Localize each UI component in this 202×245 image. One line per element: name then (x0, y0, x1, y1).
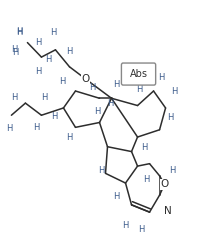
Text: H: H (33, 123, 39, 132)
Text: H: H (113, 80, 119, 89)
Text: H: H (50, 28, 56, 37)
Text: H: H (59, 77, 65, 86)
Text: H: H (11, 45, 18, 54)
Text: H: H (35, 67, 41, 76)
Text: H: H (35, 38, 41, 47)
Text: N: N (163, 206, 171, 216)
Text: O: O (160, 179, 168, 189)
Text: H: H (141, 143, 147, 152)
Text: H: H (122, 221, 128, 230)
Text: H: H (12, 48, 19, 57)
Text: H: H (94, 107, 100, 116)
Text: H: H (51, 112, 57, 121)
Text: H: H (66, 47, 72, 56)
Text: H: H (168, 166, 175, 175)
Text: H: H (11, 93, 18, 102)
Text: H: H (6, 124, 13, 133)
Text: H: H (107, 99, 113, 108)
Text: H: H (89, 83, 95, 92)
Text: H: H (113, 192, 119, 201)
Text: H: H (167, 113, 173, 122)
Text: H: H (136, 85, 142, 94)
Text: H: H (158, 73, 164, 82)
Text: H: H (16, 27, 22, 36)
Text: H: H (138, 225, 144, 233)
Text: H: H (41, 93, 47, 102)
Text: H: H (66, 133, 72, 142)
Text: H: H (16, 28, 22, 37)
Text: Abs: Abs (129, 69, 147, 79)
Text: H: H (45, 55, 51, 64)
Text: H: H (170, 86, 177, 96)
FancyBboxPatch shape (121, 63, 155, 85)
Text: H: H (143, 175, 149, 184)
Text: O: O (81, 74, 89, 84)
Text: H: H (98, 166, 104, 175)
